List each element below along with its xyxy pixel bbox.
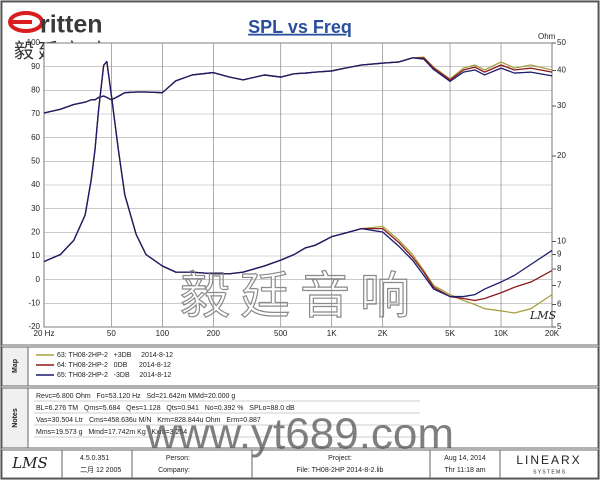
y-tick-label: -20 (28, 322, 40, 331)
notes-title: Notes (12, 408, 19, 428)
x-tick-label: 50 (107, 329, 116, 338)
y2-tick-label: 8 (557, 264, 562, 273)
chart-title: SPL vs Freq (248, 17, 352, 37)
y-tick-label: 40 (31, 180, 40, 189)
watermark-url: www.yt689.com (145, 410, 454, 459)
legend-label: 64: TH08-2HP-2 0DB 2014-8-12 (57, 362, 171, 369)
map-panel (1, 346, 599, 387)
note-line: BL=6.276 TM Qms=5.684 Qes=1.128 Qts=0.94… (36, 405, 295, 412)
y-tick-label: 60 (31, 133, 40, 142)
note-line: Revc=6.800 Ohm Fo=53.120 Hz Sd=21.642m M… (36, 393, 235, 400)
y-tick-label: 50 (31, 156, 40, 165)
watermark-cn: 毅廷音响 (180, 268, 420, 324)
note-line: Vas=30.504 Ltr Cms=458.636u M/N Krm=828.… (36, 417, 261, 424)
legend-label: 65: TH08-2HP-2 -3DB 2014-8-12 (57, 372, 171, 379)
notes-lines: Revc=6.800 Ohm Fo=53.120 Hz Sd=21.642m M… (34, 393, 420, 438)
footer-brand: LINEARX (516, 453, 581, 467)
y2-tick-label: 40 (557, 66, 566, 75)
y2-tick-label: 7 (557, 281, 562, 290)
x-tick-label: 100 (156, 329, 170, 338)
footer-file: File: TH08-2HP 2014-8-2.lib (297, 467, 384, 474)
y-tick-label: 80 (31, 85, 40, 94)
x-tick-label: 20K (545, 329, 560, 338)
x-tick-label: 5K (445, 329, 455, 338)
footer-time: Thr 11:18 am (444, 467, 485, 474)
footer-brand-sub: S Y S T E M S (533, 469, 566, 475)
x-tick-label: 1K (327, 329, 337, 338)
y-tick-label: 10 (31, 251, 40, 260)
footer-project: Project: (328, 455, 352, 462)
x-tick-label: 10K (494, 329, 509, 338)
note-line: Mms=19.573 g Mmd=17.742m Kg Kxm=3.254 (36, 429, 187, 436)
notes-strip (1, 387, 29, 449)
spl-line (43, 57, 553, 114)
y-tick-label: 30 (31, 204, 40, 213)
corner-mark: LMS (529, 309, 557, 322)
footer-company: Company: (158, 467, 190, 474)
legend: 63: TH08-2HP-2 +3DB 2014-8-12 64: TH08-2H… (36, 352, 173, 379)
y2-tick-label: 5 (557, 322, 562, 331)
logo-text: ritten (40, 11, 103, 39)
footer-version: 4.5.0.351 (80, 455, 109, 462)
legend-label: 63: TH08-2HP-2 +3DB 2014-8-12 (57, 352, 173, 359)
x-tick-label: 2K (378, 329, 388, 338)
x-tick-label: 200 (207, 329, 221, 338)
y2-tick-label: 9 (557, 250, 562, 259)
y-tick-label: 70 (31, 109, 40, 118)
y-tick-label: 100 (27, 38, 41, 47)
y-tick-label: 90 (31, 62, 40, 71)
y2-tick-label: 30 (557, 101, 566, 110)
y-tick-label: -10 (28, 298, 40, 307)
footer-person: Person: (166, 455, 190, 462)
y-tick-label: 0 (36, 275, 41, 284)
notes-panel (1, 387, 599, 449)
y2-tick-label: 20 (557, 151, 566, 160)
y2-tick-label: 50 (557, 38, 566, 47)
x-tick-label: 20 Hz (34, 329, 55, 338)
map-title: Map (12, 359, 19, 373)
footer-date: Aug 14, 2014 (444, 455, 486, 462)
logo-mark (8, 11, 44, 33)
y2-tick-label: 6 (557, 300, 562, 309)
y2-axis-label: Ohm (538, 32, 556, 41)
y2-tick-label: 10 (557, 237, 566, 246)
y-tick-label: 20 (31, 227, 40, 236)
footer (1, 449, 599, 479)
footer-build-date: 二月 12 2005 (80, 466, 121, 474)
impedance-line (43, 60, 553, 298)
logo-bar (12, 20, 32, 24)
x-tick-label: 500 (274, 329, 288, 338)
footer-logo: LMS (11, 454, 48, 472)
map-strip (1, 346, 29, 387)
